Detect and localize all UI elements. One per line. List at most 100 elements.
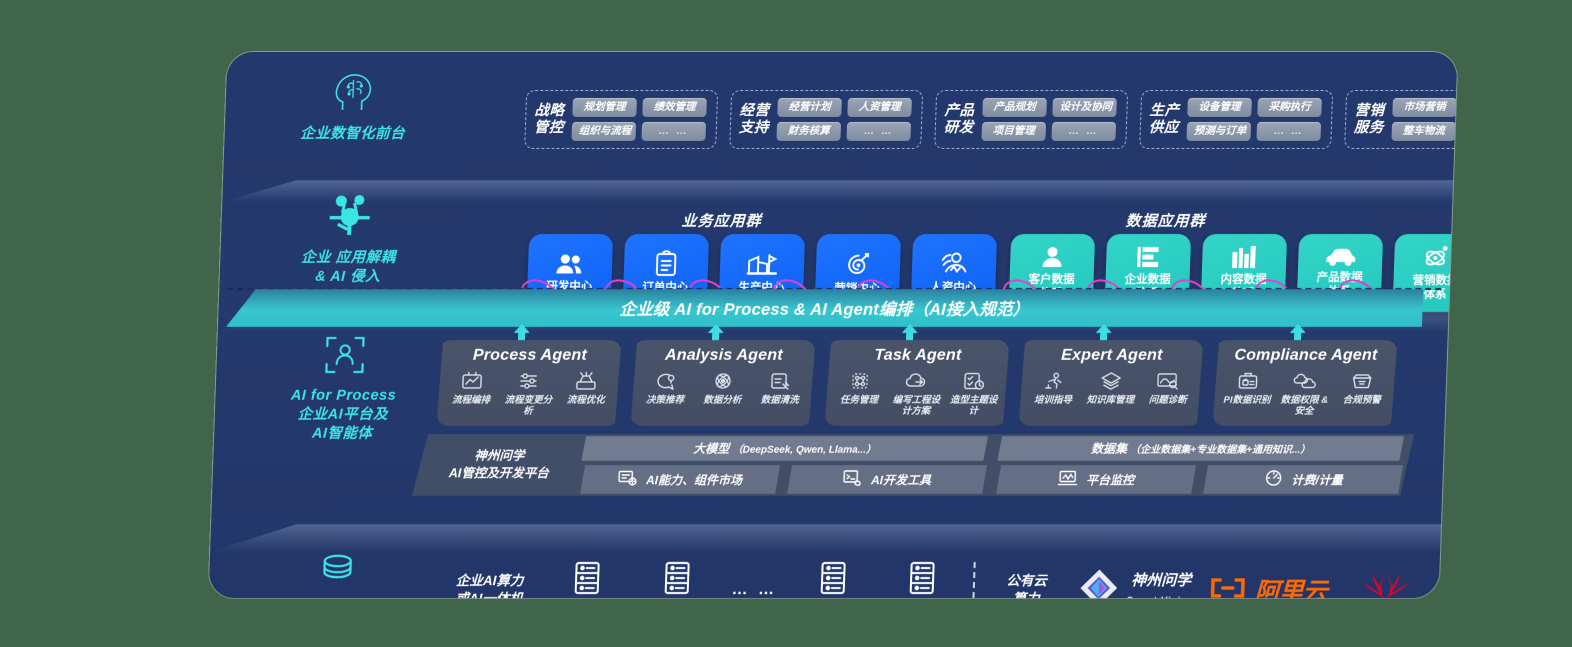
chip[interactable]: 经营计划 [777, 98, 842, 118]
capability[interactable]: PI数据识别 [1219, 369, 1276, 406]
huawei-flower-icon [1360, 566, 1413, 598]
chip-more[interactable]: … … [1051, 122, 1117, 142]
chip[interactable]: 项目管理 [981, 122, 1047, 142]
platform-cell-ai-market[interactable]: AI能力、组件市场 [580, 465, 780, 494]
chip-more[interactable]: … … [641, 122, 707, 142]
group-title: 生产 供应 [1148, 102, 1180, 136]
platform-columns: 大模型 （DeepSeek, Qwen, Llama...） [580, 439, 1404, 491]
cloud-gear-icon [889, 369, 945, 393]
capability-label: 决策推荐 [645, 395, 685, 406]
capability[interactable]: 流程优化 [558, 369, 615, 406]
tile-marketing-center[interactable]: 营销中心 [814, 234, 902, 312]
chip-grid: 经营计划 人资管理 财务核算 … … [776, 98, 912, 142]
chip[interactable]: 整车物流 [1391, 122, 1457, 142]
capability-label: 合规预警 [1342, 395, 1381, 406]
capability[interactable]: 任务管理 [831, 369, 888, 406]
server-rack-icon [570, 562, 603, 598]
rail-label-line3: AI智能体 [311, 426, 373, 443]
tile-product-data[interactable]: 产品数据 体系 [1296, 234, 1384, 312]
agent-card-task[interactable]: Task Agent 任务管理 [824, 340, 1009, 426]
capability-label: 数据分析 [703, 395, 742, 406]
capability[interactable]: 数据分析 [694, 369, 751, 406]
tile-marketing-data[interactable]: 营销数据 体系 [1392, 234, 1458, 312]
capability[interactable]: 数据权限 & 安全 [1276, 369, 1333, 417]
infra-node-ai-appliance-1[interactable]: AI一体机 [787, 561, 879, 598]
vendor-huawei[interactable]: HUAWEI [1332, 563, 1439, 598]
chip[interactable]: 市场营销 [1392, 98, 1457, 118]
infra-node-ellipsis: … … [721, 581, 788, 598]
capability[interactable]: 编写工程设计方案 [888, 369, 945, 417]
chip[interactable]: 产品规划 [982, 98, 1047, 118]
chip[interactable]: 预测与订单 [1186, 122, 1252, 142]
user-avatar-icon [1040, 245, 1065, 269]
front-office-group-production-supply[interactable]: 生产 供应 设备管理 采购执行 预测与订单 … … [1139, 90, 1334, 150]
agent-card-process[interactable]: Process Agent 流程编排 [436, 340, 621, 426]
front-office-group-marketing-service[interactable]: 营销 服务 市场营销 客户关系 整车物流 … … [1344, 90, 1458, 150]
capability[interactable]: 造型主题设计 [945, 369, 1002, 417]
chip[interactable]: 人资管理 [847, 98, 912, 118]
vendor-shenzhou[interactable]: 神州问学 Smart Vision [1071, 568, 1202, 598]
agent-card-compliance[interactable]: Compliance Agent [1212, 340, 1397, 426]
server-rack-icon [906, 562, 939, 598]
clipboard-icon [654, 250, 679, 277]
capability[interactable]: 流程编排 [443, 369, 500, 406]
chip[interactable]: 绩效管理 [642, 98, 707, 118]
atom-icon [1423, 244, 1450, 270]
infra-node-datacenter-2[interactable]: 数据中心 [631, 561, 723, 598]
front-office-group-strategy[interactable]: 战略 管控 规划管理 绩效管理 组织与流程 … … [524, 90, 719, 150]
vendor-name-cn: 神州问学 [1130, 572, 1192, 589]
tile-production-center[interactable]: 生产中心 [718, 234, 806, 312]
platform-cell-billing[interactable]: 计费/计量 [1203, 465, 1403, 494]
chip[interactable]: 组织与流程 [571, 122, 637, 142]
capability-label: PI数据识别 [1223, 395, 1271, 406]
tile-enterprise-data[interactable]: 企业数据 体系 [1104, 234, 1192, 312]
platform-cell-ai-devtools[interactable]: AI开发工具 [787, 465, 987, 494]
agent-card-analysis[interactable]: Analysis Agent 决策推荐 [630, 340, 815, 426]
front-office-group-product-rnd[interactable]: 产品 研发 产品规划 设计及协同 项目管理 … … [934, 90, 1129, 150]
chip[interactable]: 规划管理 [572, 98, 637, 118]
capability[interactable]: 培训指导 [1025, 369, 1082, 406]
tile-hr-center[interactable]: 人资中心 [910, 234, 998, 312]
capability[interactable]: 知识库管理 [1082, 369, 1139, 406]
tile-rnd-center[interactable]: 研发中心 [526, 234, 614, 312]
chip-more[interactable]: … … [1256, 122, 1322, 142]
diagnosis-icon [1140, 369, 1196, 393]
chip[interactable]: 设备管理 [1187, 98, 1252, 118]
orchestration-band[interactable]: 企业级 AI for Process & AI Agent编排（AI接入规范） [226, 289, 1423, 327]
capability[interactable]: 流程变更分析 [500, 369, 557, 417]
rail-label: 企业数智化前台 [299, 126, 406, 142]
ai-market-icon [618, 469, 639, 490]
front-office-group-operations[interactable]: 经营 支持 经营计划 人资管理 财务核算 … … [729, 90, 924, 150]
infra-node-ai-appliance-2[interactable]: AI一体机 [876, 561, 968, 598]
tile-customer-data[interactable]: 客户数据 体系 [1008, 234, 1096, 312]
public-cloud-line2: 算力 [980, 590, 1072, 598]
capability[interactable]: 合规预警 [1334, 369, 1391, 406]
vendor-name-cn: 阿里云 [1254, 578, 1328, 598]
training-icon [1026, 369, 1082, 393]
chip[interactable]: 财务核算 [776, 122, 842, 142]
chip-more[interactable]: … … [846, 122, 912, 142]
infra-node-datacenter-1[interactable]: 数据中心 [541, 561, 633, 598]
llm-banner-sub: （DeepSeek, Qwen, Llama...） [732, 445, 877, 456]
chip-grid: 规划管理 绩效管理 组织与流程 … … [571, 98, 707, 142]
tile-content-data[interactable]: 内容数据 体系 [1200, 234, 1288, 312]
capability[interactable]: 问题诊断 [1140, 369, 1197, 406]
dataset-banner[interactable]: 数据集 （企业数据集+专业数据集+通用知识...） [997, 436, 1404, 461]
agent-card-expert[interactable]: Expert Agent [1018, 340, 1203, 426]
data-apps-tiles: 客户数据 体系 企业数据 体系 [1008, 234, 1458, 312]
chip[interactable]: 采购执行 [1257, 98, 1322, 118]
vendor-aliyun[interactable]: 阿里云 [1201, 572, 1334, 598]
group-title: 经营 支持 [738, 102, 770, 136]
platform-cell-monitoring[interactable]: 平台监控 [996, 465, 1196, 494]
agent-capabilities: 培训指导 知识库管理 [1025, 369, 1196, 406]
platform-cell-label: AI能力、组件市场 [645, 473, 743, 487]
chip[interactable]: 设计及协同 [1052, 98, 1117, 118]
capability[interactable]: 数据清洗 [752, 369, 809, 406]
platform-name: 神州问学 AI管控及开发平台 [448, 449, 550, 480]
tile-order-center[interactable]: 订单中心 [622, 234, 710, 312]
llm-banner[interactable]: 大模型 （DeepSeek, Qwen, Llama...） [581, 436, 988, 461]
rail-ai-compute: AI基础算力 [236, 552, 438, 598]
aliyun-icon [1208, 577, 1247, 599]
capability[interactable]: 决策推荐 [637, 369, 694, 406]
shield-clouds-icon [1277, 369, 1333, 393]
